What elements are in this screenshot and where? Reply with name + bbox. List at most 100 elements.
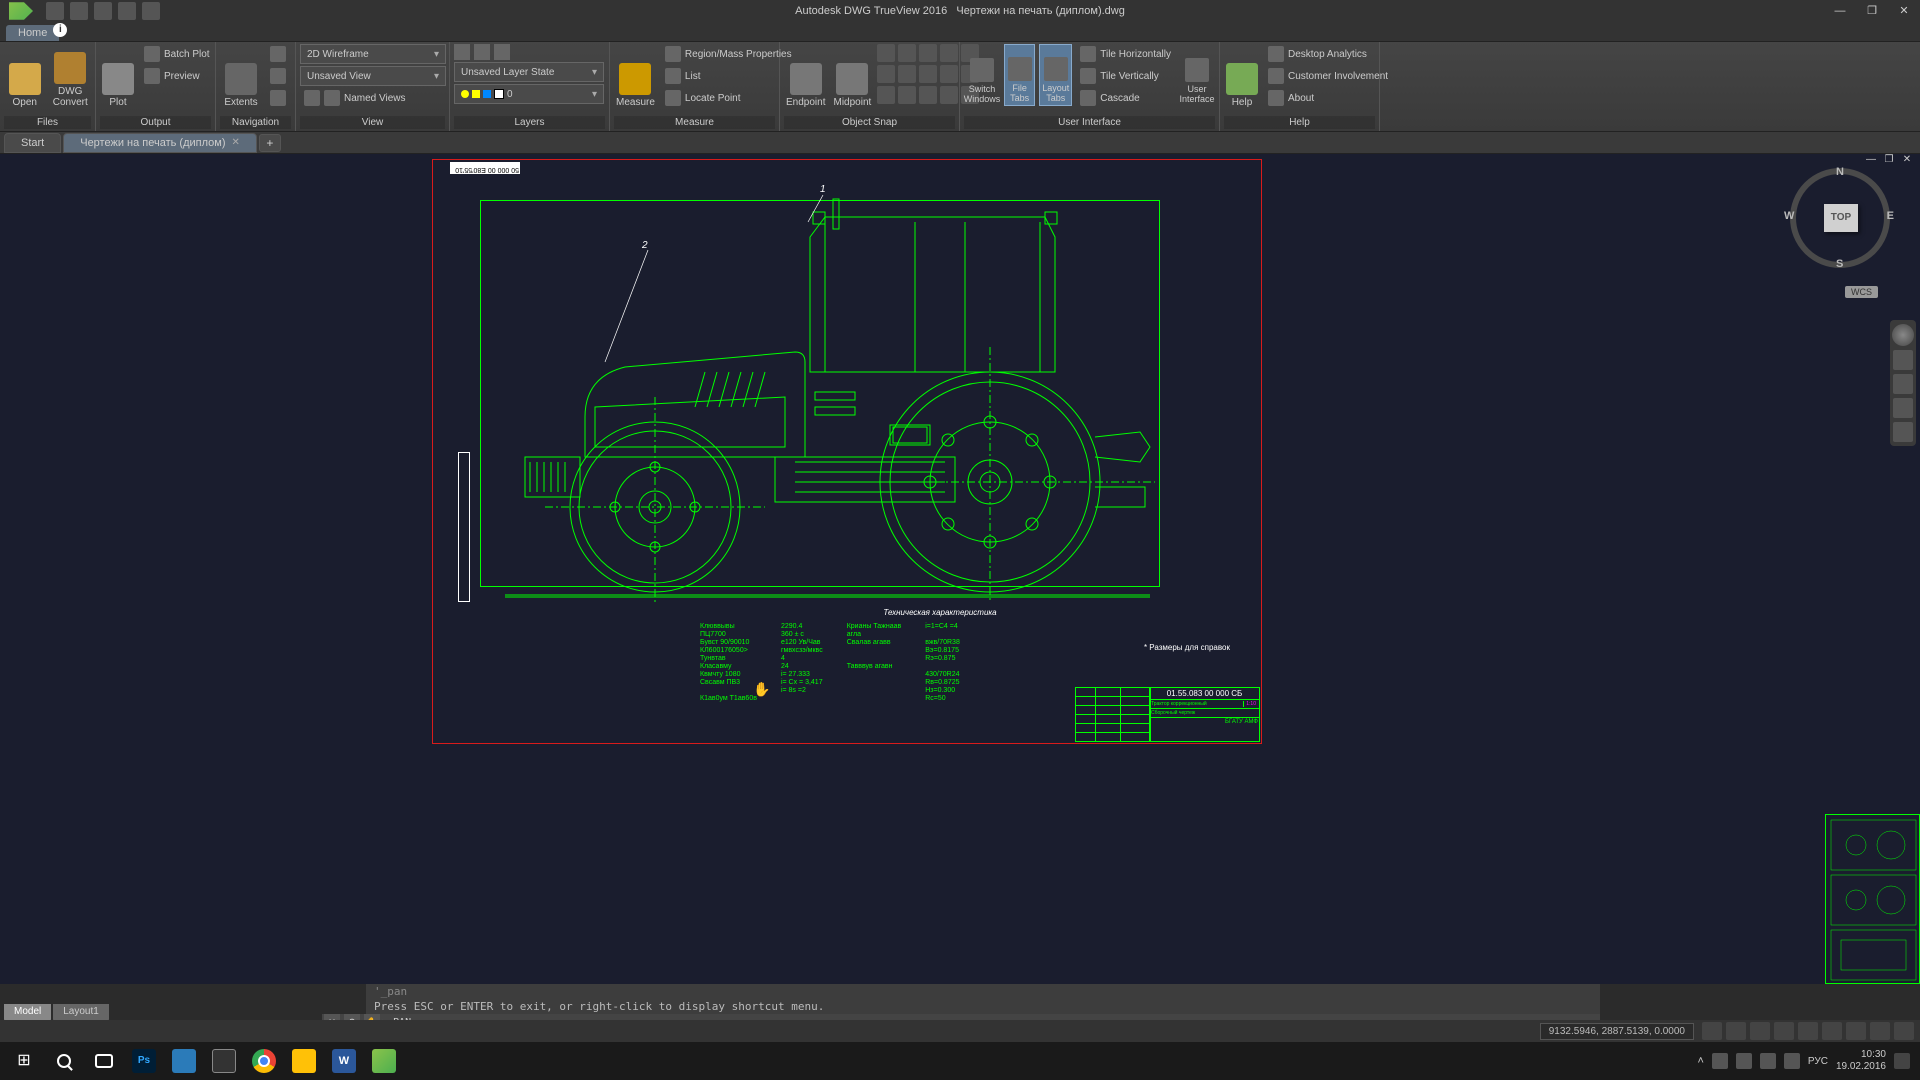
status-model-icon[interactable]: [1702, 1022, 1722, 1040]
close-button[interactable]: ✕: [1888, 0, 1920, 22]
start-button[interactable]: ⊞: [4, 1045, 44, 1077]
osnap-par-icon[interactable]: [877, 86, 895, 104]
cascade-button[interactable]: Cascade: [1076, 88, 1175, 108]
osnap-center-icon[interactable]: [877, 44, 895, 62]
close-tab-icon[interactable]: ✕: [232, 137, 240, 148]
qat-redo-icon[interactable]: [118, 2, 136, 20]
saved-view-combo[interactable]: Unsaved View: [300, 66, 446, 86]
viewcube-e[interactable]: E: [1887, 210, 1894, 222]
osnap-near-icon[interactable]: [940, 65, 958, 83]
status-scale-icon[interactable]: [1822, 1022, 1842, 1040]
layout-tabs-toggle[interactable]: Layout Tabs: [1039, 44, 1072, 106]
osnap-tan-icon[interactable]: [919, 65, 937, 83]
status-custom-icon[interactable]: [1846, 1022, 1866, 1040]
tile-h-button[interactable]: Tile Horizontally: [1076, 44, 1175, 64]
taskbar-search-icon[interactable]: [44, 1045, 84, 1077]
status-grid-icon[interactable]: [1726, 1022, 1746, 1040]
taskbar-word-icon[interactable]: W: [324, 1045, 364, 1077]
viewcube-top-face[interactable]: TOP: [1824, 204, 1858, 232]
locate-point-button[interactable]: Locate Point: [661, 88, 796, 108]
midpoint-button[interactable]: Midpoint: [831, 44, 873, 110]
help-button[interactable]: Help: [1224, 44, 1260, 110]
viewcube-s[interactable]: S: [1836, 258, 1843, 270]
pan-icon[interactable]: [266, 44, 290, 64]
osnap-node-icon[interactable]: [898, 44, 916, 62]
taskbar-explorer-icon[interactable]: [284, 1045, 324, 1077]
tab-home[interactable]: Home i: [6, 25, 59, 41]
drawing-canvas[interactable]: — ❐ ✕ 50 000 00 Е80'55'10: [0, 154, 1920, 984]
extents-button[interactable]: Extents: [220, 44, 262, 110]
wcs-badge[interactable]: WCS: [1845, 286, 1878, 298]
viewcube-n[interactable]: N: [1836, 166, 1844, 178]
status-snap-icon[interactable]: [1750, 1022, 1770, 1040]
qat-open-icon[interactable]: [46, 2, 64, 20]
info-badge-icon[interactable]: i: [53, 23, 67, 37]
app-icon[interactable]: [6, 0, 36, 22]
taskbar-camera-icon[interactable]: [204, 1045, 244, 1077]
tray-volume-icon[interactable]: [1760, 1053, 1776, 1069]
preview-button[interactable]: Preview: [140, 66, 214, 86]
taskbar-app1-icon[interactable]: [164, 1045, 204, 1077]
orbit-icon[interactable]: [266, 66, 290, 86]
tray-app1-icon[interactable]: [1712, 1053, 1728, 1069]
doc-restore-icon[interactable]: ❐: [1882, 154, 1896, 165]
region-mass-button[interactable]: Region/Mass Properties: [661, 44, 796, 64]
endpoint-button[interactable]: Endpoint: [784, 44, 827, 110]
tray-chevron-icon[interactable]: ˄: [1697, 1055, 1703, 1067]
layer-state-combo[interactable]: Unsaved Layer State: [454, 62, 604, 82]
list-button[interactable]: List: [661, 66, 796, 86]
nav-showmotion-icon[interactable]: [1893, 422, 1913, 442]
nav-zoom-icon[interactable]: [1893, 374, 1913, 394]
osnap-a-icon[interactable]: [940, 86, 958, 104]
osnap-perp-icon[interactable]: [898, 65, 916, 83]
taskbar-taskview-icon[interactable]: [84, 1045, 124, 1077]
overview-minimap[interactable]: [1825, 814, 1920, 984]
nav-orbit-icon[interactable]: [1893, 398, 1913, 418]
osnap-int-icon[interactable]: [940, 44, 958, 62]
open-button[interactable]: Open: [4, 44, 46, 110]
steering-wheel-icon[interactable]: [1892, 324, 1914, 346]
status-menu-icon[interactable]: [1894, 1022, 1914, 1040]
status-clean-icon[interactable]: [1870, 1022, 1890, 1040]
visual-style-combo[interactable]: 2D Wireframe: [300, 44, 446, 64]
taskbar-chrome-icon[interactable]: [244, 1045, 284, 1077]
dwg-convert-button[interactable]: DWG Convert: [50, 44, 92, 110]
file-tabs-toggle[interactable]: File Tabs: [1004, 44, 1035, 106]
drawing-tab[interactable]: Чертежи на печать (диплом)✕: [63, 133, 257, 153]
tray-battery-icon[interactable]: [1784, 1053, 1800, 1069]
minimize-button[interactable]: —: [1824, 0, 1856, 22]
tray-language[interactable]: РУС: [1808, 1056, 1828, 1067]
batch-plot-button[interactable]: Batch Plot: [140, 44, 214, 64]
desktop-analytics-button[interactable]: Desktop Analytics: [1264, 44, 1392, 64]
taskbar-photoshop-icon[interactable]: Ps: [124, 1045, 164, 1077]
about-button[interactable]: About: [1264, 88, 1392, 108]
taskbar-trueview-icon[interactable]: [364, 1045, 404, 1077]
osnap-quad-icon[interactable]: [919, 44, 937, 62]
switch-windows-button[interactable]: Switch Windows: [964, 44, 1000, 106]
qat-plot-icon[interactable]: [70, 2, 88, 20]
nav-pan-icon[interactable]: [1893, 350, 1913, 370]
maximize-button[interactable]: ❐: [1856, 0, 1888, 22]
new-tab-button[interactable]: +: [259, 134, 281, 152]
doc-close-icon[interactable]: ✕: [1900, 154, 1914, 165]
user-interface-button[interactable]: User Interface: [1179, 44, 1215, 106]
doc-minimize-icon[interactable]: —: [1864, 154, 1878, 165]
measure-button[interactable]: Measure: [614, 44, 657, 110]
tile-v-button[interactable]: Tile Vertically: [1076, 66, 1175, 86]
osnap-set-icon[interactable]: [919, 86, 937, 104]
customer-involvement-button[interactable]: Customer Involvement: [1264, 66, 1392, 86]
status-workspace-icon[interactable]: [1774, 1022, 1794, 1040]
tray-clock[interactable]: 10:30 19.02.2016: [1836, 1049, 1886, 1073]
start-tab[interactable]: Start: [4, 133, 61, 153]
viewcube-w[interactable]: W: [1784, 210, 1794, 222]
tray-network-icon[interactable]: [1736, 1053, 1752, 1069]
plot-button[interactable]: Plot: [100, 44, 136, 110]
qat-undo-icon[interactable]: [94, 2, 112, 20]
zoom-icon[interactable]: [266, 88, 290, 108]
tray-notifications-icon[interactable]: [1894, 1053, 1910, 1069]
named-views-button[interactable]: Named Views: [300, 88, 410, 108]
osnap-ins-icon[interactable]: [877, 65, 895, 83]
qat-dropdown-icon[interactable]: [142, 2, 160, 20]
current-layer-combo[interactable]: 0: [454, 84, 604, 104]
status-anno-icon[interactable]: [1798, 1022, 1818, 1040]
